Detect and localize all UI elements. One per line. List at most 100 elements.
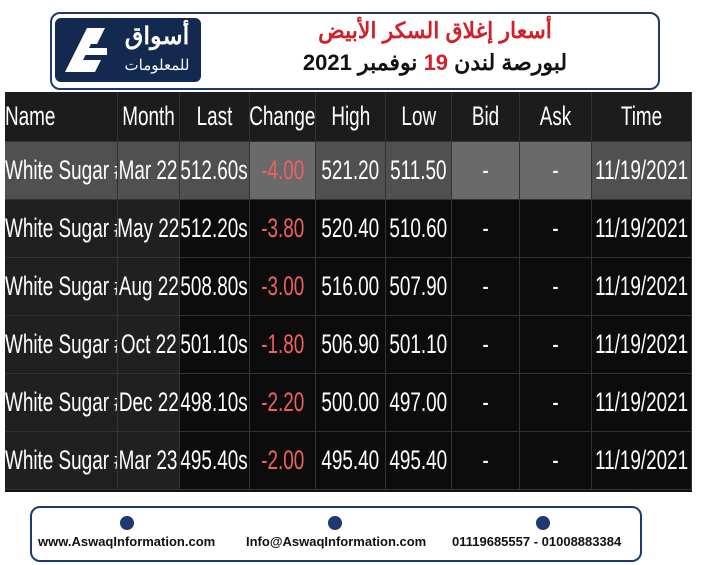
- phones: 01119685557 - 01008883384: [452, 534, 622, 549]
- cell-text: -3.00: [260, 271, 305, 301]
- phone-icon: [536, 516, 550, 530]
- table-cell: 498.10s: [180, 374, 250, 432]
- cell-text: -2.00: [260, 445, 305, 475]
- cell-text: White Sugar #5: [5, 271, 117, 301]
- header-cell: Change: [250, 92, 316, 142]
- table-cell: -: [452, 316, 520, 374]
- cell-text: 512.20s: [180, 213, 249, 243]
- cell-text: May 22: [118, 213, 180, 243]
- table-cell: White Sugar #5: [5, 316, 118, 374]
- cell-text: -: [482, 445, 489, 475]
- cell-text: -2.20: [260, 387, 305, 417]
- table-cell: -: [520, 142, 592, 200]
- cell-text: 11/19/2021: [594, 155, 689, 185]
- table-cell: White Sugar #5: [5, 200, 118, 258]
- cell-text: Dec 22: [118, 387, 179, 417]
- header-cell: Low: [386, 92, 452, 142]
- header-cell: Ask: [520, 92, 592, 142]
- cell-text: Mar 22: [119, 155, 178, 185]
- cell-text: 521.20: [321, 155, 380, 185]
- table-cell: 11/19/2021: [592, 142, 692, 200]
- table-cell: -1.80: [250, 316, 316, 374]
- cell-text: Ask: [539, 101, 572, 131]
- table-cell: 521.20: [316, 142, 386, 200]
- table-cell: -: [520, 374, 592, 432]
- cell-text: 495.40: [321, 445, 380, 475]
- logo: أسواق للمعلومات: [55, 18, 201, 82]
- mail-icon: [328, 516, 342, 530]
- cell-text: Aug 22: [118, 271, 179, 301]
- title-day: 19: [423, 50, 449, 75]
- web-icon: [120, 516, 134, 530]
- table-cell: Mar 22: [118, 142, 180, 200]
- table-cell: -: [520, 432, 592, 490]
- cell-text: -: [482, 213, 489, 243]
- table-cell: -: [452, 374, 520, 432]
- table-cell: 507.90: [386, 258, 452, 316]
- table-cell: White Sugar #5: [5, 258, 118, 316]
- table-cell: 11/19/2021: [592, 432, 692, 490]
- cell-text: Month: [122, 101, 175, 131]
- table-cell: -: [452, 432, 520, 490]
- cell-text: 11/19/2021: [594, 387, 689, 417]
- table-cell: 512.60s: [180, 142, 250, 200]
- header-cell: High: [316, 92, 386, 142]
- header-cell: Last: [180, 92, 250, 142]
- title-line2: لبورصة لندن 19 نوفمبر 2021: [220, 50, 650, 76]
- table-cell: 11/19/2021: [592, 374, 692, 432]
- table-cell: 511.50: [386, 142, 452, 200]
- cell-text: -: [552, 213, 559, 243]
- table-cell: 495.40: [386, 432, 452, 490]
- cell-text: 495.40s: [180, 445, 249, 475]
- cell-text: -3.80: [260, 213, 305, 243]
- cell-text: 510.60: [389, 213, 448, 243]
- table-cell: Mar 23: [118, 432, 180, 490]
- cell-text: Mar 23: [119, 445, 178, 475]
- table-cell: 501.10: [386, 316, 452, 374]
- table-cell: 508.80s: [180, 258, 250, 316]
- table-cell: Aug 22: [118, 258, 180, 316]
- logo-bottom: للمعلومات: [124, 57, 190, 74]
- cell-text: White Sugar #5: [5, 213, 117, 243]
- cell-text: Bid: [471, 101, 500, 131]
- table-cell: -: [452, 200, 520, 258]
- cell-text: 512.60s: [180, 155, 249, 185]
- cell-text: 501.10: [389, 329, 448, 359]
- table-cell: May 22: [118, 200, 180, 258]
- table-cell: -2.20: [250, 374, 316, 432]
- header-cell: Month: [118, 92, 180, 142]
- cell-text: 11/19/2021: [594, 445, 689, 475]
- cell-text: 511.50: [390, 155, 447, 185]
- table-cell: 512.20s: [180, 200, 250, 258]
- cell-text: 516.00: [321, 271, 380, 301]
- table-cell: 516.00: [316, 258, 386, 316]
- cell-text: -4.00: [260, 155, 305, 185]
- email: Info@AswaqInformation.com: [246, 534, 427, 549]
- cell-text: 495.40: [389, 445, 448, 475]
- logo-icon: [65, 28, 107, 72]
- table-cell: 501.10s: [180, 316, 250, 374]
- cell-text: -1.80: [260, 329, 305, 359]
- table-cell: 11/19/2021: [592, 316, 692, 374]
- cell-text: 11/19/2021: [594, 329, 689, 359]
- table-cell: Dec 22: [118, 374, 180, 432]
- table-cell: 11/19/2021: [592, 200, 692, 258]
- cell-text: White Sugar #5: [5, 387, 117, 417]
- cell-text: White Sugar #5: [5, 155, 117, 185]
- table-cell: 495.40s: [180, 432, 250, 490]
- cell-text: Low: [401, 101, 436, 131]
- cell-text: -: [552, 329, 559, 359]
- cell-text: Time: [620, 101, 663, 131]
- cell-text: 508.80s: [180, 271, 249, 301]
- cell-text: 498.10s: [180, 387, 249, 417]
- cell-text: -: [482, 387, 489, 417]
- logo-top: أسواق: [124, 23, 190, 50]
- header-cell: Name: [5, 92, 118, 142]
- cell-text: White Sugar #5: [5, 329, 117, 359]
- header-cell: Bid: [452, 92, 520, 142]
- table-cell: -3.00: [250, 258, 316, 316]
- table-cell: White Sugar #5: [5, 374, 118, 432]
- table-cell: 520.40: [316, 200, 386, 258]
- table-cell: White Sugar #5: [5, 142, 118, 200]
